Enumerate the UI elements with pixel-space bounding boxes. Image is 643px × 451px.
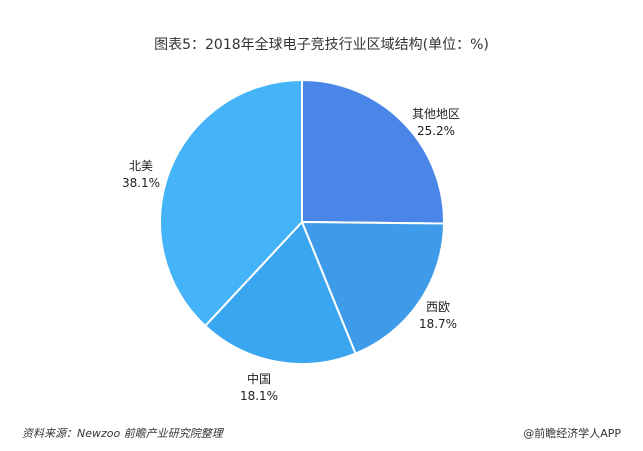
slice-value-0: 25.2% [417,124,455,138]
slice-label-2: 中国 [247,371,271,386]
slice-label-0: 其他地区 [412,107,460,121]
slice-label-3: 北美 [129,159,153,173]
chart-title: 图表5：2018年全球电子竞技行业区域结构(单位：%) [154,37,489,53]
slice-value-3: 38.1% [122,176,160,190]
pie-slices [159,78,446,365]
slice-label-1: 西欧 [426,300,450,314]
pie-slice-0 [301,78,445,225]
brand-credit: @前瞻经济学人APP [523,427,621,440]
pie-slice-3 [159,78,303,328]
pie-slice-2 [203,220,357,365]
source-note: 资料来源：Newzoo 前瞻产业研究院整理 [22,427,223,440]
slice-value-1: 18.7% [419,317,457,331]
slice-value-2: 18.1% [240,389,278,403]
pie-slice-1 [300,220,446,355]
pie-labels: 其他地区 25.2% 西欧 18.7% 中国 18.1% 北美 38.1% [122,107,460,403]
